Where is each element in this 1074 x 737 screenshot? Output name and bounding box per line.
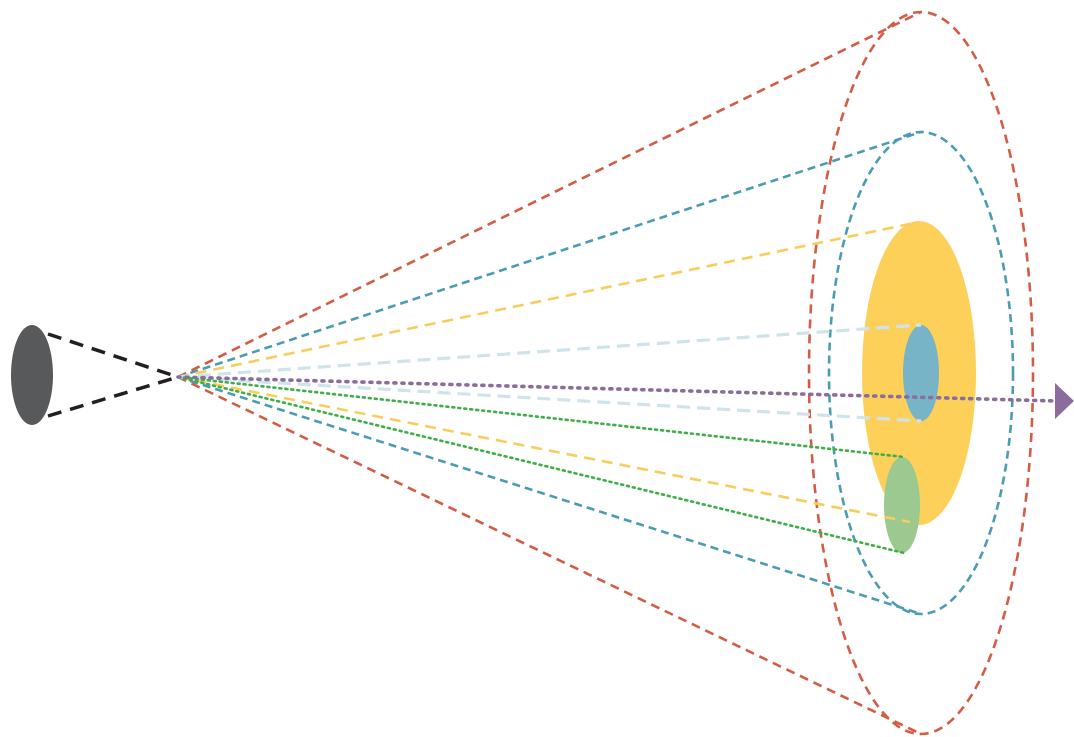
middle-cone bbox=[177, 130, 1015, 616]
light-blue-cone-ray-bottom bbox=[177, 375, 922, 423]
green-cone-ray-bottom bbox=[176, 375, 906, 555]
axis-line bbox=[176, 375, 1058, 403]
middle-cone-ray-top bbox=[177, 130, 922, 379]
light-blue-cone-ray-top bbox=[177, 323, 922, 379]
source-ray-bottom bbox=[47, 375, 179, 418]
outer-cone-ray-top bbox=[177, 10, 922, 379]
yellow-cone-ray-bottom bbox=[177, 375, 911, 524]
outer-cone-ray-bottom bbox=[177, 375, 922, 736]
source-ray-top bbox=[47, 332, 179, 379]
green-cone bbox=[176, 375, 906, 555]
small-blue-ellipse bbox=[903, 325, 939, 421]
source-ellipse bbox=[11, 325, 53, 425]
yellow-cone bbox=[177, 220, 920, 524]
yellow-cone-ray-top bbox=[177, 220, 920, 379]
outer-cone bbox=[177, 10, 1035, 736]
source-rays bbox=[47, 332, 179, 418]
light-blue-cone bbox=[177, 323, 922, 423]
green-cone-ray-top bbox=[176, 375, 906, 459]
small-green-ellipse bbox=[884, 457, 920, 553]
axis-arrowhead bbox=[1055, 383, 1074, 419]
axis-arrow bbox=[176, 375, 1074, 419]
